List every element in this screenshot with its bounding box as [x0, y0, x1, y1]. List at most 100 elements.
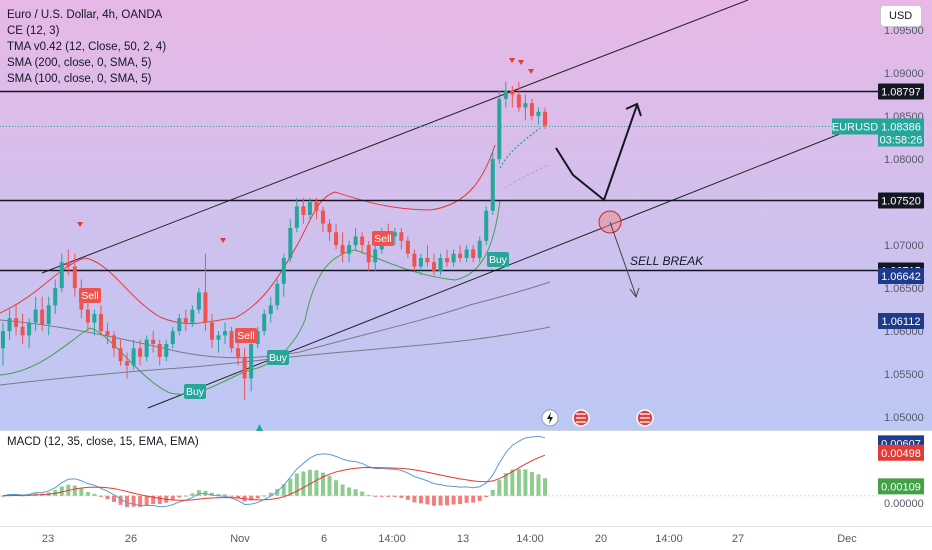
macd-group[interactable]	[0, 435, 878, 508]
candle-body[interactable]	[92, 313, 97, 323]
candle-body[interactable]	[353, 236, 358, 246]
candle-body[interactable]	[405, 240, 410, 254]
candle-body[interactable]	[190, 309, 195, 323]
candle-body[interactable]	[249, 344, 254, 379]
indicator-sma-100[interactable]: SMA (100, close, 0, SMA, 5)	[7, 73, 152, 85]
candle-body[interactable]	[516, 94, 521, 108]
candle-body[interactable]	[543, 111, 547, 126]
candle-body[interactable]	[183, 318, 188, 323]
buy-signal[interactable]	[487, 252, 509, 267]
forecast-drawing[interactable]: SELL BREAK	[555, 102, 704, 299]
candle-body[interactable]	[53, 288, 58, 306]
candle-body[interactable]	[255, 331, 260, 344]
candle-body[interactable]	[399, 232, 404, 241]
candle-body[interactable]	[157, 344, 162, 357]
candle-body[interactable]	[490, 159, 495, 211]
candle-body[interactable]	[288, 227, 293, 258]
candle-body[interactable]	[1, 331, 5, 349]
candle-body[interactable]	[471, 249, 476, 258]
candle-body[interactable]	[477, 240, 482, 258]
candle-body[interactable]	[347, 245, 352, 254]
candle-body[interactable]	[523, 103, 528, 108]
candle-body[interactable]	[529, 103, 534, 117]
candle-body[interactable]	[327, 223, 332, 233]
buy-signal[interactable]	[267, 350, 289, 365]
sell-signal[interactable]	[235, 328, 257, 343]
candle-body[interactable]	[301, 206, 306, 215]
sell-break-arrow[interactable]	[609, 221, 637, 297]
candle-body[interactable]	[484, 210, 489, 241]
candle-body[interactable]	[59, 262, 64, 289]
candle-body[interactable]	[412, 253, 417, 267]
candle-body[interactable]	[131, 348, 136, 366]
candle-body[interactable]	[294, 206, 299, 228]
chart-title[interactable]: Euro / U.S. Dollar, 4h, OANDA	[7, 9, 163, 21]
candle-body[interactable]	[33, 309, 38, 323]
candle-body[interactable]	[510, 90, 515, 95]
indicator-tma[interactable]: TMA v0.42 (12, Close, 50, 2, 4)	[7, 41, 167, 53]
indicator-sma-200[interactable]: SMA (200, close, 0, SMA, 5)	[7, 57, 152, 69]
candle-body[interactable]	[27, 322, 32, 336]
candle-body[interactable]	[373, 249, 378, 263]
candle-body[interactable]	[451, 253, 456, 263]
candle-body[interactable]	[20, 326, 25, 336]
candle-body[interactable]	[118, 348, 123, 362]
candle-body[interactable]	[320, 210, 325, 224]
upper-channel-line[interactable]	[41, 0, 749, 274]
candle-body[interactable]	[458, 253, 463, 258]
candle-body[interactable]	[497, 98, 502, 160]
candle-body[interactable]	[170, 331, 175, 344]
candle-body[interactable]	[112, 335, 117, 349]
candle-body[interactable]	[14, 318, 19, 327]
candle-body[interactable]	[464, 249, 469, 258]
candle-body[interactable]	[307, 202, 312, 215]
candle-body[interactable]	[125, 361, 130, 366]
candle-body[interactable]	[144, 339, 149, 357]
sell-signal[interactable]	[372, 231, 394, 246]
candle-body[interactable]	[196, 292, 201, 310]
horizontal-levels[interactable]	[0, 90, 878, 272]
signal-markers[interactable]: Buy Buy Buy Sell Sell Sell	[77, 58, 534, 431]
candle-body[interactable]	[98, 313, 103, 332]
time-axis[interactable]: 23 26 Nov 6 14:00 13 14:00 20 14:00 27 Dec	[42, 533, 857, 545]
candle-body[interactable]	[66, 262, 71, 267]
candle-body[interactable]	[236, 348, 241, 357]
event-icons[interactable]	[541, 409, 654, 427]
candle-body[interactable]	[438, 258, 443, 271]
candle-body[interactable]	[340, 245, 345, 254]
candle-body[interactable]	[366, 245, 371, 263]
candle-body[interactable]	[445, 258, 450, 263]
candle-body[interactable]	[431, 262, 436, 271]
candle-body[interactable]	[85, 309, 90, 323]
candle-body[interactable]	[177, 318, 182, 332]
candle-body[interactable]	[223, 331, 228, 336]
candle-body[interactable]	[72, 266, 77, 289]
candle-body[interactable]	[334, 232, 339, 246]
candle-body[interactable]	[262, 313, 267, 332]
candle-body[interactable]	[242, 356, 247, 379]
candle-body[interactable]	[392, 232, 397, 237]
candle-body[interactable]	[314, 202, 319, 211]
candle-body[interactable]	[418, 258, 423, 267]
candle-body[interactable]	[40, 309, 45, 325]
candle-body[interactable]	[229, 331, 234, 349]
candle-body[interactable]	[164, 344, 169, 357]
candle-body[interactable]	[503, 90, 508, 99]
currency-button[interactable]: USD	[880, 5, 922, 27]
candle-body[interactable]	[151, 339, 156, 344]
candle-body[interactable]	[216, 335, 221, 340]
candle-body[interactable]	[281, 258, 286, 284]
buy-signal[interactable]	[184, 384, 206, 399]
candle-body[interactable]	[209, 322, 214, 340]
candle-body[interactable]	[203, 292, 208, 323]
candle-body[interactable]	[7, 318, 12, 332]
candle-body[interactable]	[138, 348, 143, 357]
candle-body[interactable]	[275, 283, 280, 306]
candle-body[interactable]	[105, 331, 110, 336]
sell-signal[interactable]	[79, 288, 101, 303]
macd-legend[interactable]: MACD (12, 35, close, 15, EMA, EMA)	[7, 436, 199, 448]
indicator-ce[interactable]: CE (12, 3)	[7, 25, 60, 37]
candle-body[interactable]	[536, 111, 541, 117]
zigzag-projection[interactable]	[555, 104, 638, 202]
